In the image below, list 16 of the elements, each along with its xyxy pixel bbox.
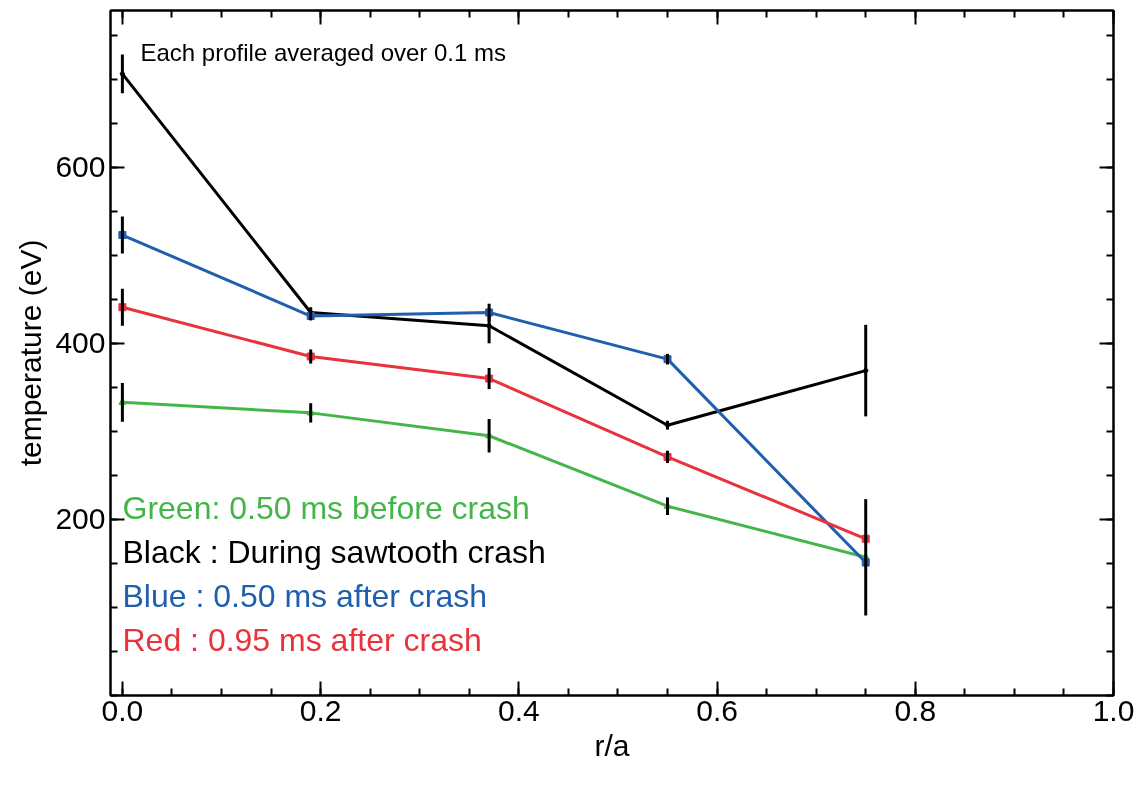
x-tick-label: 1.0 [1092,693,1135,727]
x-axis-title: r/a [594,728,630,762]
y-tick-label: 200 [55,502,106,536]
x-tick-label: 0.6 [696,693,738,727]
text: Blue : 0.50 ms after crash [122,577,488,614]
y-tick-label: 600 [55,150,106,184]
series-label: Green: 0.50 ms before crash [122,489,530,526]
x-tick-label: 0.8 [894,693,937,727]
text: Black : During sawtooth crash [122,533,546,570]
y-axis-title: temperature (eV) [14,239,48,467]
annotation: Each profile averaged over 0.1 ms [140,38,507,66]
text: Red : 0.95 ms after crash [122,621,482,658]
x-tick-label: 0.4 [497,693,540,727]
x-tick-label: 0.2 [299,693,342,727]
x-tick-label: 0.0 [101,693,144,727]
y-tick-label: 400 [55,326,106,360]
